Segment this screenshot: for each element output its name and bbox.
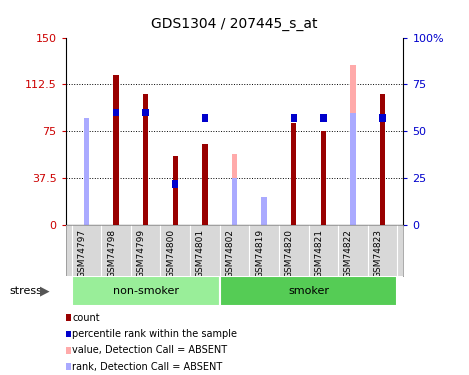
Text: smoker: smoker [288, 286, 329, 296]
Text: count: count [72, 313, 100, 322]
Text: GSM74820: GSM74820 [285, 229, 294, 278]
Text: GSM74801: GSM74801 [196, 229, 205, 278]
Text: value, Detection Call = ABSENT: value, Detection Call = ABSENT [72, 345, 227, 355]
Bar [143, 109, 149, 116]
Bar [261, 197, 267, 225]
Bar [291, 123, 296, 225]
Bar [321, 131, 326, 225]
Bar [350, 112, 356, 225]
Text: GDS1304 / 207445_s_at: GDS1304 / 207445_s_at [151, 17, 318, 31]
Bar [232, 178, 237, 225]
Text: GSM74800: GSM74800 [166, 229, 175, 278]
Bar [72, 276, 219, 306]
Bar [173, 156, 178, 225]
Text: GSM74823: GSM74823 [374, 229, 383, 278]
Text: GSM74802: GSM74802 [226, 229, 234, 278]
Text: ▶: ▶ [40, 284, 49, 297]
Text: rank, Detection Call = ABSENT: rank, Detection Call = ABSENT [72, 362, 223, 372]
Bar [84, 118, 89, 225]
Text: GSM74798: GSM74798 [107, 229, 116, 278]
Text: stress: stress [9, 286, 42, 296]
Text: GSM74797: GSM74797 [77, 229, 86, 278]
Bar [172, 180, 179, 188]
Text: GSM74821: GSM74821 [314, 229, 323, 278]
Bar [202, 114, 208, 122]
Bar [261, 202, 267, 225]
Bar [202, 144, 208, 225]
Bar [379, 114, 386, 122]
Bar [113, 109, 119, 116]
Text: GSM74799: GSM74799 [136, 229, 146, 278]
Bar [350, 65, 356, 225]
Text: percentile rank within the sample: percentile rank within the sample [72, 329, 237, 339]
Bar [380, 94, 385, 225]
Bar [320, 114, 326, 122]
Bar [290, 114, 297, 122]
Bar [219, 276, 397, 306]
Text: GSM74819: GSM74819 [255, 229, 264, 278]
Bar [143, 94, 148, 225]
Text: GSM74822: GSM74822 [344, 229, 353, 278]
Text: non-smoker: non-smoker [113, 286, 179, 296]
Bar [232, 154, 237, 225]
Bar [84, 128, 89, 225]
Bar [113, 75, 119, 225]
